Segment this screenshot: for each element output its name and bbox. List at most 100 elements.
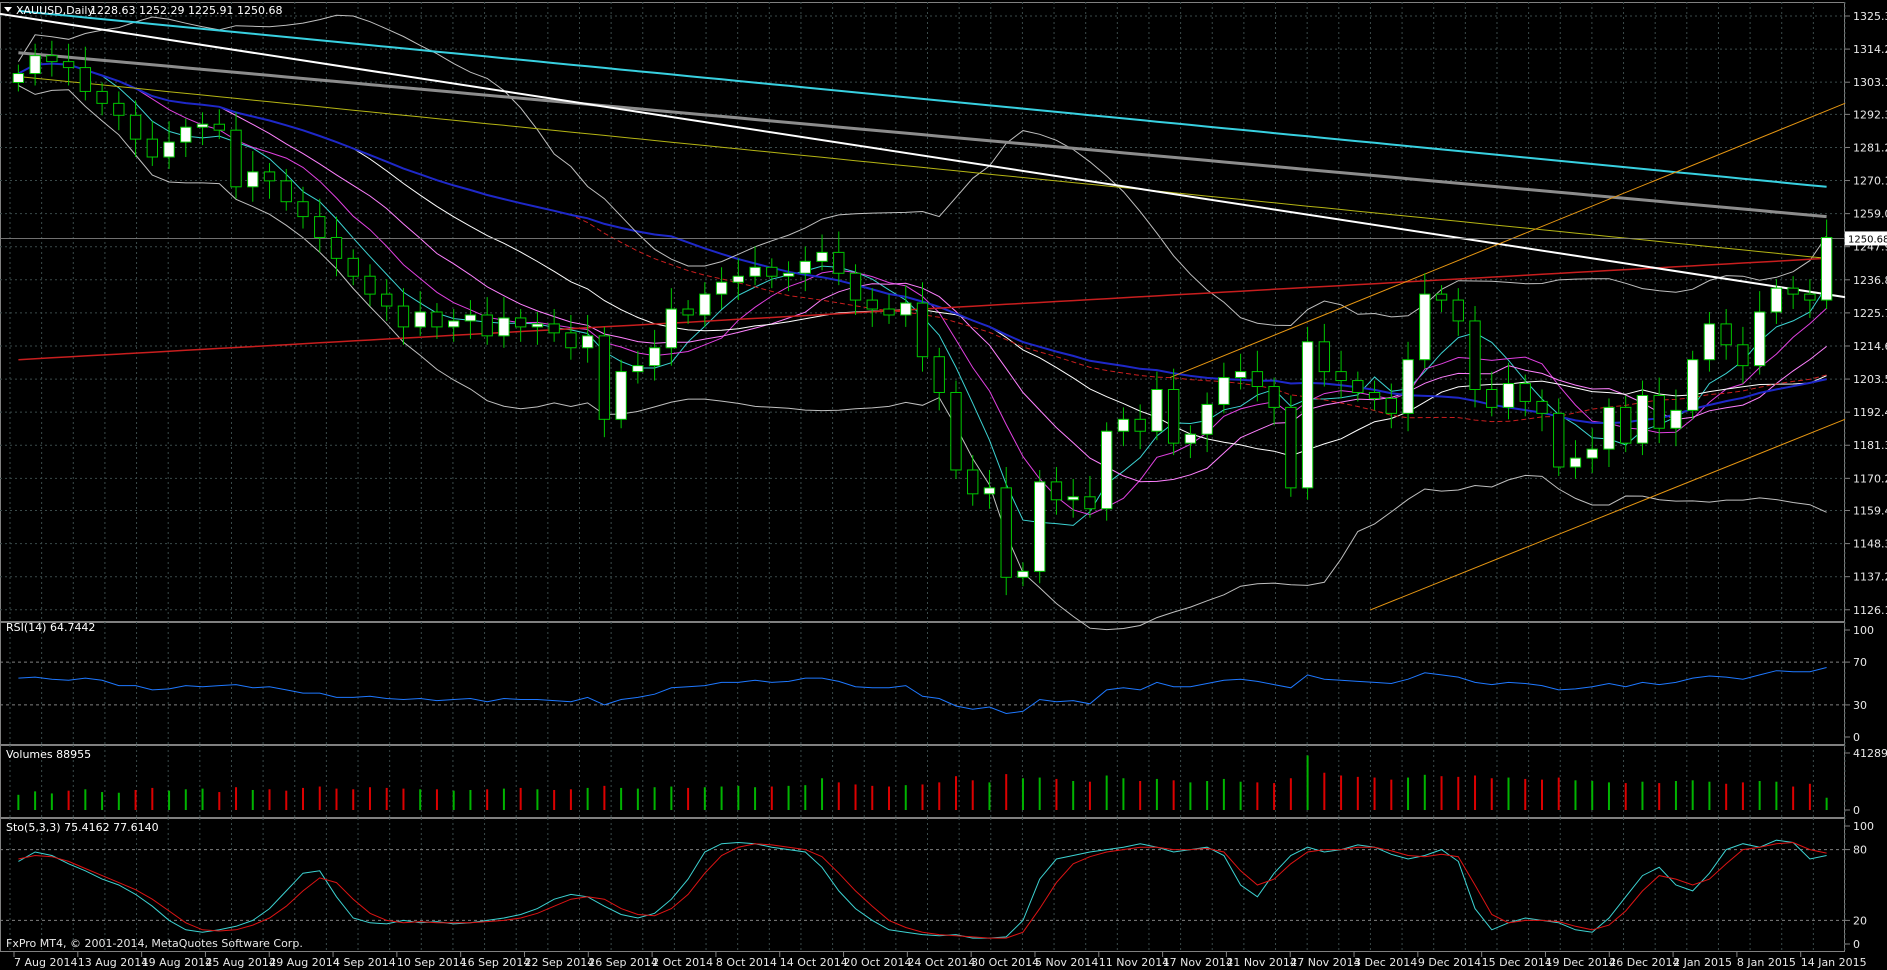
candle-body bbox=[1402, 359, 1414, 414]
candle-body bbox=[364, 275, 376, 295]
candle-body bbox=[1084, 496, 1096, 510]
candle-body bbox=[648, 347, 661, 367]
candle-body bbox=[1486, 389, 1498, 408]
stoch-tick-label: 0 bbox=[1853, 938, 1860, 951]
candle-body bbox=[314, 216, 326, 238]
candle-body bbox=[12, 73, 25, 83]
price-tick-label: 1159.40 bbox=[1853, 505, 1887, 518]
candle-body bbox=[1620, 406, 1632, 444]
stoch-title: Sto(5,3,3) 75.4162 77.6140 bbox=[6, 821, 159, 834]
rsi-tick-label: 100 bbox=[1853, 624, 1874, 637]
candle-body bbox=[1686, 359, 1699, 411]
candle-body bbox=[330, 236, 343, 259]
candle-body bbox=[1569, 457, 1582, 468]
candlestick-series[interactable] bbox=[12, 40, 1833, 596]
candle-body bbox=[581, 335, 594, 349]
candle-body bbox=[749, 266, 761, 277]
candle-body bbox=[1502, 383, 1515, 408]
candle-body bbox=[1435, 293, 1448, 301]
ma-100-line bbox=[18, 51, 1827, 219]
copyright-text: FxPro MT4, © 2001-2014, MetaQuotes Softw… bbox=[6, 937, 303, 950]
time-tick-label: 15 Dec 2014 bbox=[1482, 956, 1552, 969]
stoch-tick-label: 100 bbox=[1853, 820, 1874, 833]
candle-body bbox=[1452, 299, 1464, 322]
candle-body bbox=[1703, 323, 1716, 361]
candle-body bbox=[1653, 394, 1665, 429]
candle-body bbox=[1285, 406, 1297, 489]
price-tick-label: 1303.10 bbox=[1853, 76, 1887, 89]
candle-body bbox=[916, 302, 929, 358]
price-tick-label: 1314.20 bbox=[1853, 43, 1887, 56]
candle-body bbox=[448, 320, 460, 328]
channel-upper-line bbox=[1169, 102, 1846, 379]
candle-body bbox=[1134, 418, 1146, 432]
candle-body bbox=[1804, 293, 1816, 301]
price-tick-label: 1137.20 bbox=[1853, 571, 1887, 584]
time-tick-label: 21 Nov 2014 bbox=[1226, 956, 1296, 969]
candle-body bbox=[1318, 341, 1331, 373]
candle-body bbox=[514, 317, 527, 328]
ma-21-line bbox=[18, 63, 1827, 457]
candle-body bbox=[1536, 400, 1548, 414]
candle-body bbox=[196, 123, 209, 128]
candle-body bbox=[548, 323, 560, 334]
time-tick-label: 24 Oct 2014 bbox=[907, 956, 975, 969]
candle-body bbox=[414, 311, 426, 328]
candle-body bbox=[1553, 412, 1565, 468]
current-price-box bbox=[1845, 231, 1887, 246]
price-tick-label: 1170.20 bbox=[1853, 472, 1887, 485]
stoch-main-line bbox=[18, 839, 1827, 939]
candle-body bbox=[849, 272, 862, 301]
candle-body bbox=[263, 171, 276, 182]
candle-body bbox=[1050, 481, 1063, 501]
time-tick-label: 29 Aug 2014 bbox=[269, 956, 339, 969]
candle-body bbox=[766, 266, 778, 277]
candle-body bbox=[347, 257, 359, 277]
time-tick-label: 19 Aug 2014 bbox=[142, 956, 212, 969]
volume-tick-label: 412895 bbox=[1853, 747, 1887, 760]
pane-frame-sto bbox=[0, 818, 1845, 952]
candle-body bbox=[1368, 391, 1381, 399]
price-tick-label: 1270.10 bbox=[1853, 175, 1887, 188]
candle-body bbox=[1301, 341, 1314, 489]
rsi-title: RSI(14) 64.7442 bbox=[6, 621, 95, 634]
candle-body bbox=[1000, 487, 1012, 578]
candle-body bbox=[565, 332, 577, 349]
channel-lower-line bbox=[1369, 418, 1846, 611]
candle-body bbox=[833, 251, 845, 274]
candle-body bbox=[1268, 386, 1280, 408]
price-tick-label: 1192.40 bbox=[1853, 406, 1887, 419]
candle-body bbox=[1603, 406, 1615, 450]
candle-body bbox=[1419, 293, 1431, 361]
candle-body bbox=[1100, 430, 1113, 510]
candle-body bbox=[1184, 433, 1197, 444]
candle-body bbox=[247, 171, 259, 188]
time-tick-label: 27 Nov 2014 bbox=[1290, 956, 1360, 969]
candle-body bbox=[230, 129, 242, 188]
price-tick-label: 1126.10 bbox=[1853, 604, 1887, 617]
candle-body bbox=[381, 293, 393, 307]
candle-body bbox=[464, 314, 477, 322]
time-tick-label: 22 Sep 2014 bbox=[524, 956, 594, 969]
candle-body bbox=[665, 308, 678, 349]
candle-body bbox=[632, 365, 644, 373]
current-price-label: 1250.68 bbox=[1848, 234, 1887, 245]
price-tick-label: 1181.30 bbox=[1853, 439, 1887, 452]
chart-title-ohlc: 1228.63 1252.29 1225.91 1250.68 bbox=[90, 4, 282, 17]
candle-body bbox=[1720, 323, 1732, 346]
pane-frame-rsi bbox=[0, 622, 1845, 745]
price-tick-label: 1292.30 bbox=[1853, 108, 1887, 121]
candle-body bbox=[615, 371, 627, 420]
time-tick-label: 26 Dec 2014 bbox=[1609, 956, 1679, 969]
chart-menu-arrow-icon[interactable] bbox=[4, 7, 12, 12]
candle-body bbox=[481, 314, 493, 337]
candle-body bbox=[1234, 371, 1247, 379]
price-tick-label: 1225.70 bbox=[1853, 307, 1887, 320]
stoch-tick-label: 20 bbox=[1853, 914, 1867, 927]
price-tick-label: 1214.60 bbox=[1853, 340, 1887, 353]
candle-body bbox=[531, 323, 544, 328]
candle-body bbox=[1251, 371, 1264, 388]
candle-body bbox=[1151, 389, 1163, 432]
candle-body bbox=[732, 275, 745, 283]
